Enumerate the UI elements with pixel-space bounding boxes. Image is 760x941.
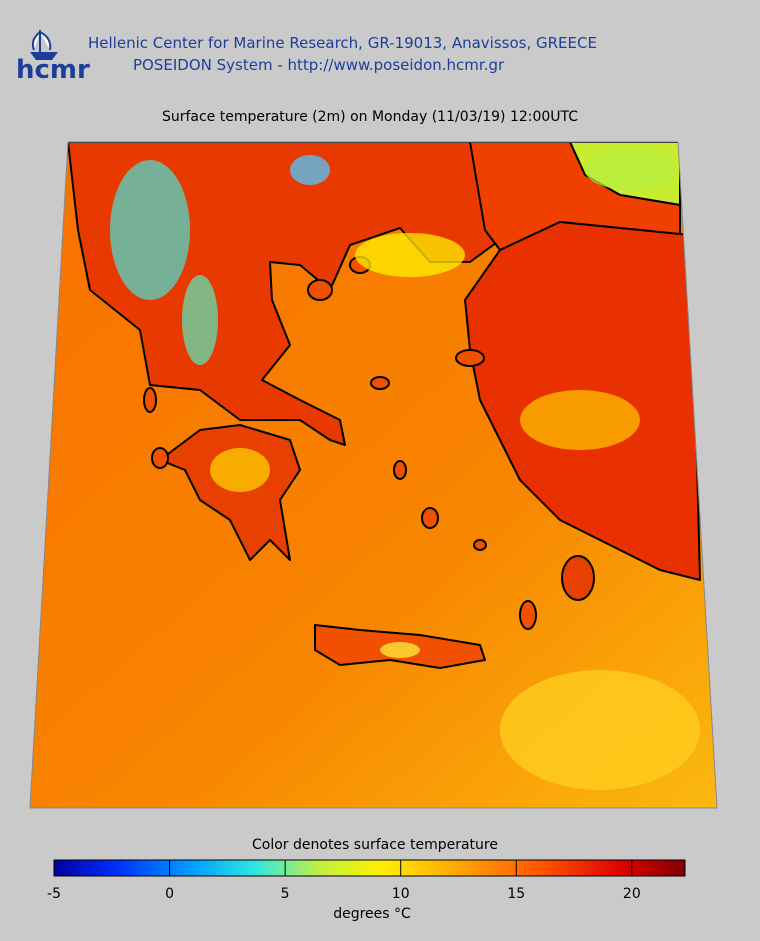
map-frame bbox=[29, 141, 718, 809]
header-line: POSEIDON System - http://www.poseidon.hc… bbox=[133, 56, 505, 74]
tick-label: 0 bbox=[165, 886, 174, 902]
tick-label: 5 bbox=[281, 886, 290, 902]
header-line: Hellenic Center for Marine Research, GR-… bbox=[88, 34, 597, 52]
tick-label: 20 bbox=[623, 886, 641, 902]
map-title: Surface temperature (2m) on Monday (11/0… bbox=[162, 109, 578, 125]
colorbar bbox=[53, 859, 686, 877]
logo: hcmr bbox=[16, 30, 90, 85]
logo-text: hcmr bbox=[16, 55, 90, 85]
tick-label: 15 bbox=[507, 886, 525, 902]
tick-label: 10 bbox=[392, 886, 410, 902]
tick-label: -5 bbox=[47, 886, 61, 902]
map bbox=[30, 142, 717, 808]
colorbar-unit: degrees °C bbox=[333, 906, 411, 922]
colorbar-label: Color denotes surface temperature bbox=[252, 837, 498, 853]
